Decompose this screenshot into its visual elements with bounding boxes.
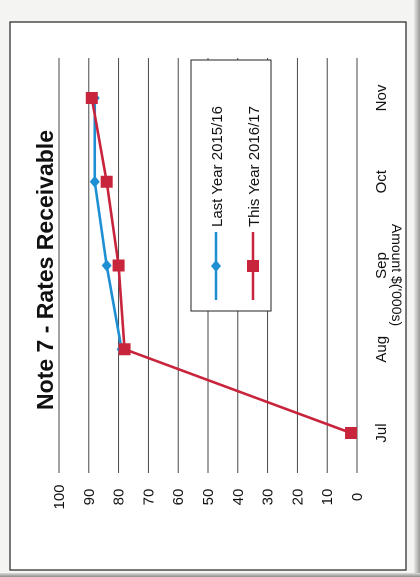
y-tick-label: 90 [81,489,98,506]
series-line-0 [93,98,123,350]
y-tick-label: 70 [140,489,157,506]
y-tick-label: 60 [170,489,187,506]
series-marker-square [85,92,98,104]
legend-diamond-marker [211,260,221,272]
x-tick-label: Sep [373,252,390,279]
y-tick-label: 30 [260,489,277,506]
series-marker-diamond [89,175,100,188]
legend-square-marker [247,260,259,272]
y-tick-label: 10 [319,489,336,506]
series-marker-square [118,343,131,356]
series-marker-square [112,259,125,272]
y-tick-label: 80 [111,489,128,506]
y-tick-label: 100 [51,484,68,509]
y-tick-label: 0 [349,493,366,501]
legend: Last Year 2015/16 This Year 2016/17 [190,59,272,312]
x-tick-label: Nov [373,84,390,111]
series-markers [85,92,358,439]
y-axis-label: Amount $('000s) [389,224,405,326]
page-edge-shadow-bottom [0,573,420,577]
page-edge-shadow [414,0,420,577]
legend-label-this-year: This Year 2016/17 [246,106,263,227]
series-marker-square [100,175,113,188]
x-tick-label: Jul [373,423,390,442]
legend-label-last-year: Last Year 2015/16 [209,106,226,227]
y-tick-label: 50 [200,489,217,506]
series-marker-diamond [101,259,112,272]
x-axis-ticks: Jul Aug Sep Oct Nov [373,84,390,442]
y-axis-ticks: 0 10 20 30 40 50 60 70 80 90 100 [51,484,366,509]
y-tick-label: 40 [230,489,247,506]
x-tick-label: Oct [373,169,390,193]
chart-title: Note 7 - Rates Receivable [32,130,58,410]
y-tick-label: 20 [289,489,306,506]
series-marker-square [345,427,358,439]
x-tick-label: Aug [373,336,390,363]
